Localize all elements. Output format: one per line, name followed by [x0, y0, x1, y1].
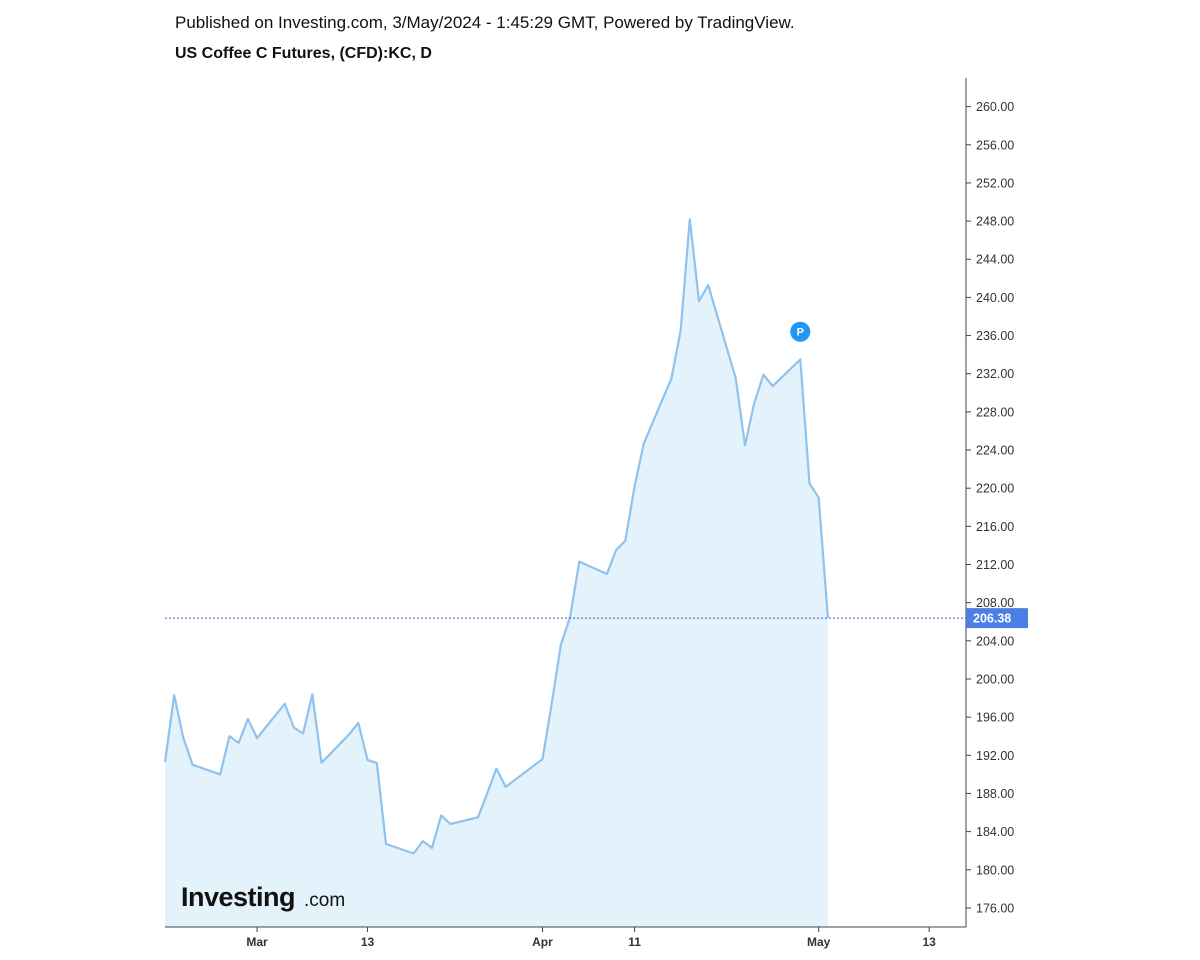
y-tick-label: 236.00	[976, 329, 1014, 343]
y-tick-label: 220.00	[976, 482, 1014, 496]
y-tick-label: 240.00	[976, 291, 1014, 305]
marker-p-icon	[790, 321, 811, 342]
y-tick-label: 228.00	[976, 405, 1014, 419]
y-axis: 176.00 180.00 184.00 188.00 192.00 196.00 200.…	[965, 78, 1014, 927]
logo-suffix: .com	[304, 890, 345, 911]
y-tick-label: 192.00	[976, 749, 1014, 763]
logo-text: Investing	[181, 882, 295, 912]
y-tick-label: 260.00	[976, 100, 1014, 114]
x-tick-label: 13	[361, 935, 375, 949]
investing-logo: Investing .com	[181, 882, 345, 912]
y-tick-label: 188.00	[976, 787, 1014, 801]
y-tick-label: 184.00	[976, 825, 1014, 839]
y-tick-label: 256.00	[976, 138, 1014, 152]
y-tick-label: 180.00	[976, 863, 1014, 877]
overlay-layer: 206.38 P	[165, 321, 1028, 629]
y-tick-label: 244.00	[976, 253, 1014, 267]
y-tick-label: 248.00	[976, 215, 1014, 229]
area-fill	[165, 219, 828, 927]
x-tick-label: Apr	[532, 935, 553, 949]
x-tick-label: 13	[922, 935, 936, 949]
y-tick-label: 196.00	[976, 711, 1014, 725]
y-tick-label: 224.00	[976, 444, 1014, 458]
y-tick-label: 216.00	[976, 520, 1014, 534]
x-tick-label: 11	[628, 935, 641, 949]
plot-layer	[163, 218, 829, 927]
y-tick-label: 176.00	[976, 901, 1014, 915]
last-value-label: 206.38	[973, 612, 1011, 626]
last-value-badge	[966, 608, 1028, 629]
y-tick-label: 232.00	[976, 367, 1014, 381]
y-tick-label: 212.00	[976, 558, 1014, 572]
y-tick-label: 252.00	[976, 176, 1014, 190]
y-tick-label: 204.00	[976, 634, 1014, 648]
y-tick-label: 208.00	[976, 596, 1014, 610]
chart-title: US Coffee C Futures, (CFD):KC, D	[175, 45, 432, 62]
x-axis: Mar 13 Apr 11 May 13	[165, 926, 966, 949]
price-line	[163, 218, 829, 855]
marker-p-label: P	[797, 327, 804, 339]
x-tick-label: May	[807, 935, 831, 949]
y-tick-label: 200.00	[976, 672, 1014, 686]
published-note: Published on Investing.com, 3/May/2024 -…	[175, 13, 795, 32]
x-tick-label: Mar	[246, 935, 268, 949]
